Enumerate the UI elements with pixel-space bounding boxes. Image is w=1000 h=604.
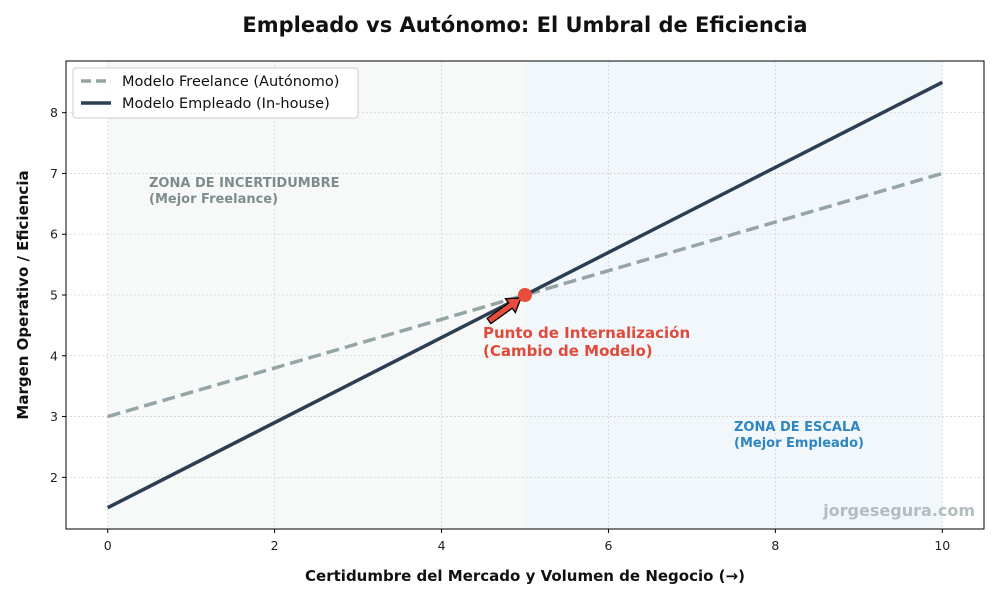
- zone-area-1: [525, 61, 943, 529]
- watermark: jorgesegura.com: [822, 501, 975, 520]
- legend: Modelo Freelance (Autónomo) Modelo Emple…: [72, 67, 359, 119]
- y-tick-label: 7: [50, 166, 58, 181]
- legend-label-empleado: Modelo Empleado (In-house): [122, 96, 330, 112]
- x-tick-label: 2: [271, 538, 279, 553]
- chart-title: Empleado vs Autónomo: El Umbral de Efici…: [242, 13, 807, 37]
- x-axis-label: Certidumbre del Mercado y Volumen de Neg…: [305, 567, 745, 585]
- annotation-arrow: [486, 297, 522, 325]
- x-tick-label: 0: [104, 538, 112, 553]
- y-tick-label: 5: [50, 288, 58, 303]
- y-axis-label: Margen Operativo / Eficiencia: [14, 170, 32, 419]
- y-tick-label: 6: [50, 227, 58, 242]
- y-tick-label: 8: [50, 105, 58, 120]
- x-tick-label: 6: [604, 538, 612, 553]
- zone-left-label-line1: ZONA DE INCERTIDUMBRE: [149, 176, 340, 191]
- intersection-marker: [518, 288, 532, 302]
- annotation-label-line1: Punto de Internalización: [483, 324, 690, 342]
- zone-right-label-line2: (Mejor Empleado): [734, 436, 864, 451]
- axis-ticks: 0 2 4 6 8 10 2 3 4 5 6 7 8: [50, 105, 950, 553]
- y-tick-label: 3: [50, 409, 58, 424]
- y-tick-label: 2: [50, 470, 58, 485]
- series-line-0: [107, 171, 943, 419]
- plot-frame: [65, 60, 985, 530]
- legend-label-freelance: Modelo Freelance (Autónomo): [122, 74, 339, 90]
- y-tick-label: 4: [50, 348, 58, 363]
- x-tick-label: 4: [438, 538, 446, 553]
- legend-box: [72, 67, 359, 119]
- annotation-label-line2: (Cambio de Modelo): [483, 342, 653, 360]
- zone-right-label-line1: ZONA DE ESCALA: [734, 420, 860, 435]
- zone-left-label-line2: (Mejor Freelance): [149, 192, 278, 207]
- annotation-arrow-shape: [486, 297, 522, 325]
- intersection-point: [518, 288, 532, 302]
- x-tick-label: 8: [771, 538, 779, 553]
- x-tick-label: 10: [934, 538, 950, 553]
